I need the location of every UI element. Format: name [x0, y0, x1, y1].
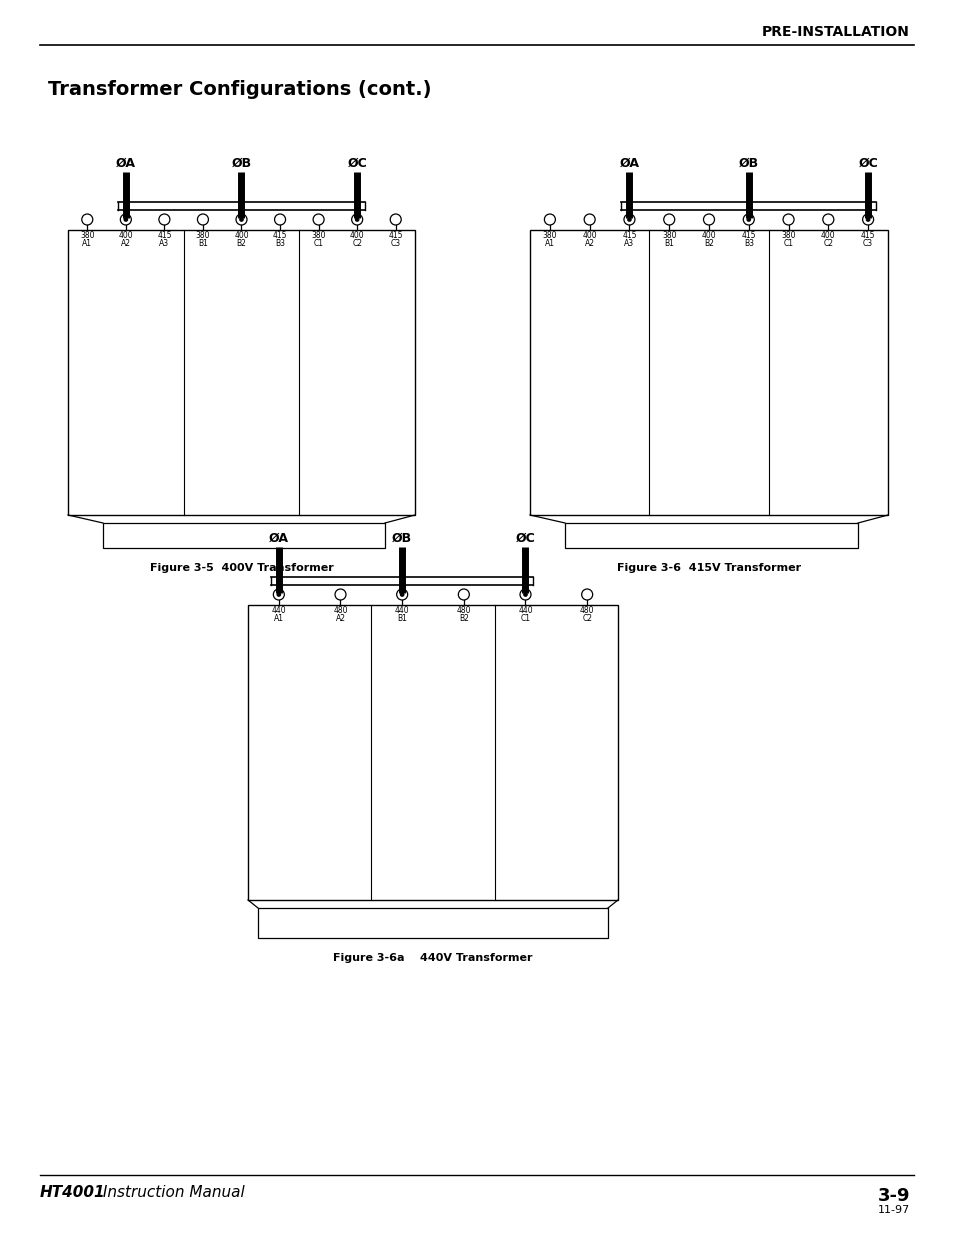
Text: 380: 380 [781, 231, 795, 240]
Text: A3: A3 [623, 240, 634, 248]
Text: 440: 440 [395, 606, 409, 615]
Text: 380: 380 [195, 231, 210, 240]
Text: ØB: ØB [392, 532, 412, 545]
Text: C3: C3 [862, 240, 872, 248]
Text: B3: B3 [274, 240, 285, 248]
Text: 3-9: 3-9 [877, 1187, 909, 1205]
Text: 415: 415 [388, 231, 402, 240]
Text: 11-97: 11-97 [877, 1205, 909, 1215]
Text: HT4001: HT4001 [40, 1186, 106, 1200]
Circle shape [355, 217, 358, 221]
Text: 440: 440 [272, 606, 286, 615]
Text: 480: 480 [579, 606, 594, 615]
Text: 400: 400 [350, 231, 364, 240]
Text: 415: 415 [621, 231, 636, 240]
Bar [257, 908, 607, 939]
Text: C3: C3 [390, 240, 400, 248]
Circle shape [400, 593, 403, 597]
Text: B1: B1 [396, 614, 407, 622]
Text: 415: 415 [740, 231, 755, 240]
Text: ØA: ØA [269, 532, 289, 545]
Text: C2: C2 [822, 240, 833, 248]
Text: A2: A2 [121, 240, 131, 248]
Text: 440: 440 [517, 606, 533, 615]
Bar [68, 230, 415, 515]
Text: Transformer Configurations (cont.): Transformer Configurations (cont.) [48, 80, 431, 99]
Text: 415: 415 [860, 231, 875, 240]
Circle shape [239, 217, 243, 221]
Text: 400: 400 [821, 231, 835, 240]
Text: C1: C1 [520, 614, 530, 622]
Circle shape [865, 217, 869, 221]
Circle shape [523, 593, 527, 597]
Text: 380: 380 [661, 231, 676, 240]
Text: ØA: ØA [618, 157, 639, 170]
Circle shape [746, 217, 750, 221]
Text: 400: 400 [233, 231, 249, 240]
Text: ØB: ØB [738, 157, 758, 170]
Text: ØC: ØC [347, 157, 367, 170]
Text: Figure 3-6  415V Transformer: Figure 3-6 415V Transformer [617, 563, 801, 573]
Text: A1: A1 [544, 240, 555, 248]
Text: 480: 480 [333, 606, 348, 615]
Bar [530, 230, 887, 515]
Text: C1: C1 [314, 240, 323, 248]
Circle shape [627, 217, 631, 221]
Text: Figure 3-5  400V Transformer: Figure 3-5 400V Transformer [150, 563, 333, 573]
Text: 380: 380 [311, 231, 326, 240]
Text: 415: 415 [273, 231, 287, 240]
Text: A1: A1 [274, 614, 284, 622]
Text: A2: A2 [335, 614, 345, 622]
Text: B1: B1 [198, 240, 208, 248]
Text: 480: 480 [456, 606, 471, 615]
Bar [103, 522, 385, 548]
Text: B2: B2 [458, 614, 468, 622]
Text: PRE-INSTALLATION: PRE-INSTALLATION [761, 25, 909, 40]
Text: 400: 400 [701, 231, 716, 240]
Text: C1: C1 [782, 240, 793, 248]
Text: B3: B3 [743, 240, 753, 248]
Text: 380: 380 [542, 231, 557, 240]
Text: 400: 400 [118, 231, 133, 240]
Text: C2: C2 [352, 240, 362, 248]
Text: 400: 400 [581, 231, 597, 240]
Text: Figure 3-6a    440V Transformer: Figure 3-6a 440V Transformer [333, 953, 532, 963]
Text: Instruction Manual: Instruction Manual [98, 1186, 245, 1200]
Text: 380: 380 [80, 231, 94, 240]
Text: 415: 415 [157, 231, 172, 240]
Text: ØC: ØC [858, 157, 877, 170]
Text: ØB: ØB [232, 157, 252, 170]
Bar [248, 605, 618, 900]
Text: B1: B1 [663, 240, 674, 248]
Text: B2: B2 [236, 240, 246, 248]
Circle shape [277, 593, 280, 597]
Text: ØC: ØC [515, 532, 535, 545]
Bar [564, 522, 857, 548]
Text: C2: C2 [581, 614, 592, 622]
Text: B2: B2 [703, 240, 713, 248]
Circle shape [124, 217, 128, 221]
Text: A2: A2 [584, 240, 594, 248]
Text: A1: A1 [82, 240, 92, 248]
Text: ØA: ØA [115, 157, 135, 170]
Text: A3: A3 [159, 240, 170, 248]
